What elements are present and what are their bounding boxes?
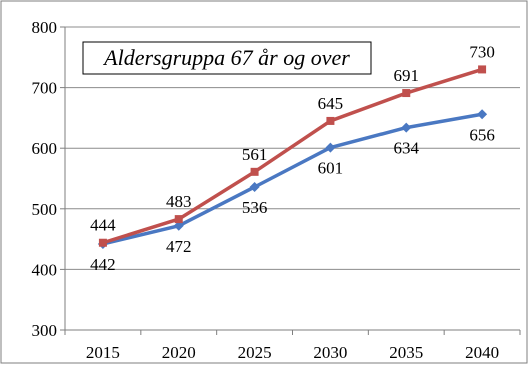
x-tick-label: 2020 — [162, 343, 196, 362]
data-label-series-2: 444 — [90, 216, 116, 235]
point-series-2 — [250, 167, 259, 176]
data-labels: 442 472 536 601 634 656 444 483 561 645 691 730 — [90, 42, 495, 274]
y-tick-label: 300 — [32, 321, 58, 340]
point-series-2 — [174, 215, 183, 224]
y-tick-label: 600 — [32, 139, 58, 158]
data-label-series-1: 472 — [166, 237, 192, 256]
series-line-2 — [102, 67, 483, 245]
point-series-1 — [173, 220, 184, 231]
x-tick-label: 2030 — [313, 343, 347, 362]
point-series-1 — [249, 181, 260, 192]
data-label-series-1: 656 — [469, 125, 495, 144]
point-series-1 — [477, 109, 488, 120]
point-series-1 — [401, 122, 412, 133]
chart-title-box: Aldersgruppa 67 år og over — [82, 41, 372, 75]
x-tick-label: 2025 — [238, 343, 272, 362]
x-tick-label: 2040 — [465, 343, 499, 362]
point-series-2 — [478, 65, 487, 74]
point-series-2 — [326, 116, 335, 125]
data-label-series-2: 691 — [394, 66, 420, 85]
data-label-series-2: 483 — [166, 192, 192, 211]
data-label-series-1: 442 — [90, 255, 116, 274]
x-axis-ticks: 2015 2020 2025 2030 2035 2040 — [86, 343, 499, 362]
data-label-series-1: 536 — [242, 198, 268, 217]
x-tick-label: 2035 — [389, 343, 423, 362]
chart-title: Aldersgruppa 67 år og over — [102, 45, 350, 70]
point-series-2 — [98, 238, 107, 247]
y-tick-label: 800 — [32, 18, 58, 37]
series-line-1 — [102, 112, 483, 246]
axes — [60, 26, 521, 335]
gridlines — [65, 26, 520, 270]
data-label-series-1: 634 — [394, 139, 420, 158]
series-lines — [97, 65, 488, 249]
y-tick-label: 500 — [32, 200, 58, 219]
data-label-series-2: 561 — [242, 145, 268, 164]
y-tick-label: 700 — [32, 79, 58, 98]
point-series-1 — [325, 142, 336, 153]
x-tick-label: 2015 — [86, 343, 120, 362]
data-label-series-2: 730 — [469, 42, 495, 61]
y-axis-ticks: 300 400 500 600 700 800 — [32, 18, 58, 340]
y-tick-label: 400 — [32, 260, 58, 279]
data-label-series-1: 601 — [318, 159, 344, 178]
data-label-series-2: 645 — [318, 94, 344, 113]
point-series-2 — [402, 89, 411, 98]
